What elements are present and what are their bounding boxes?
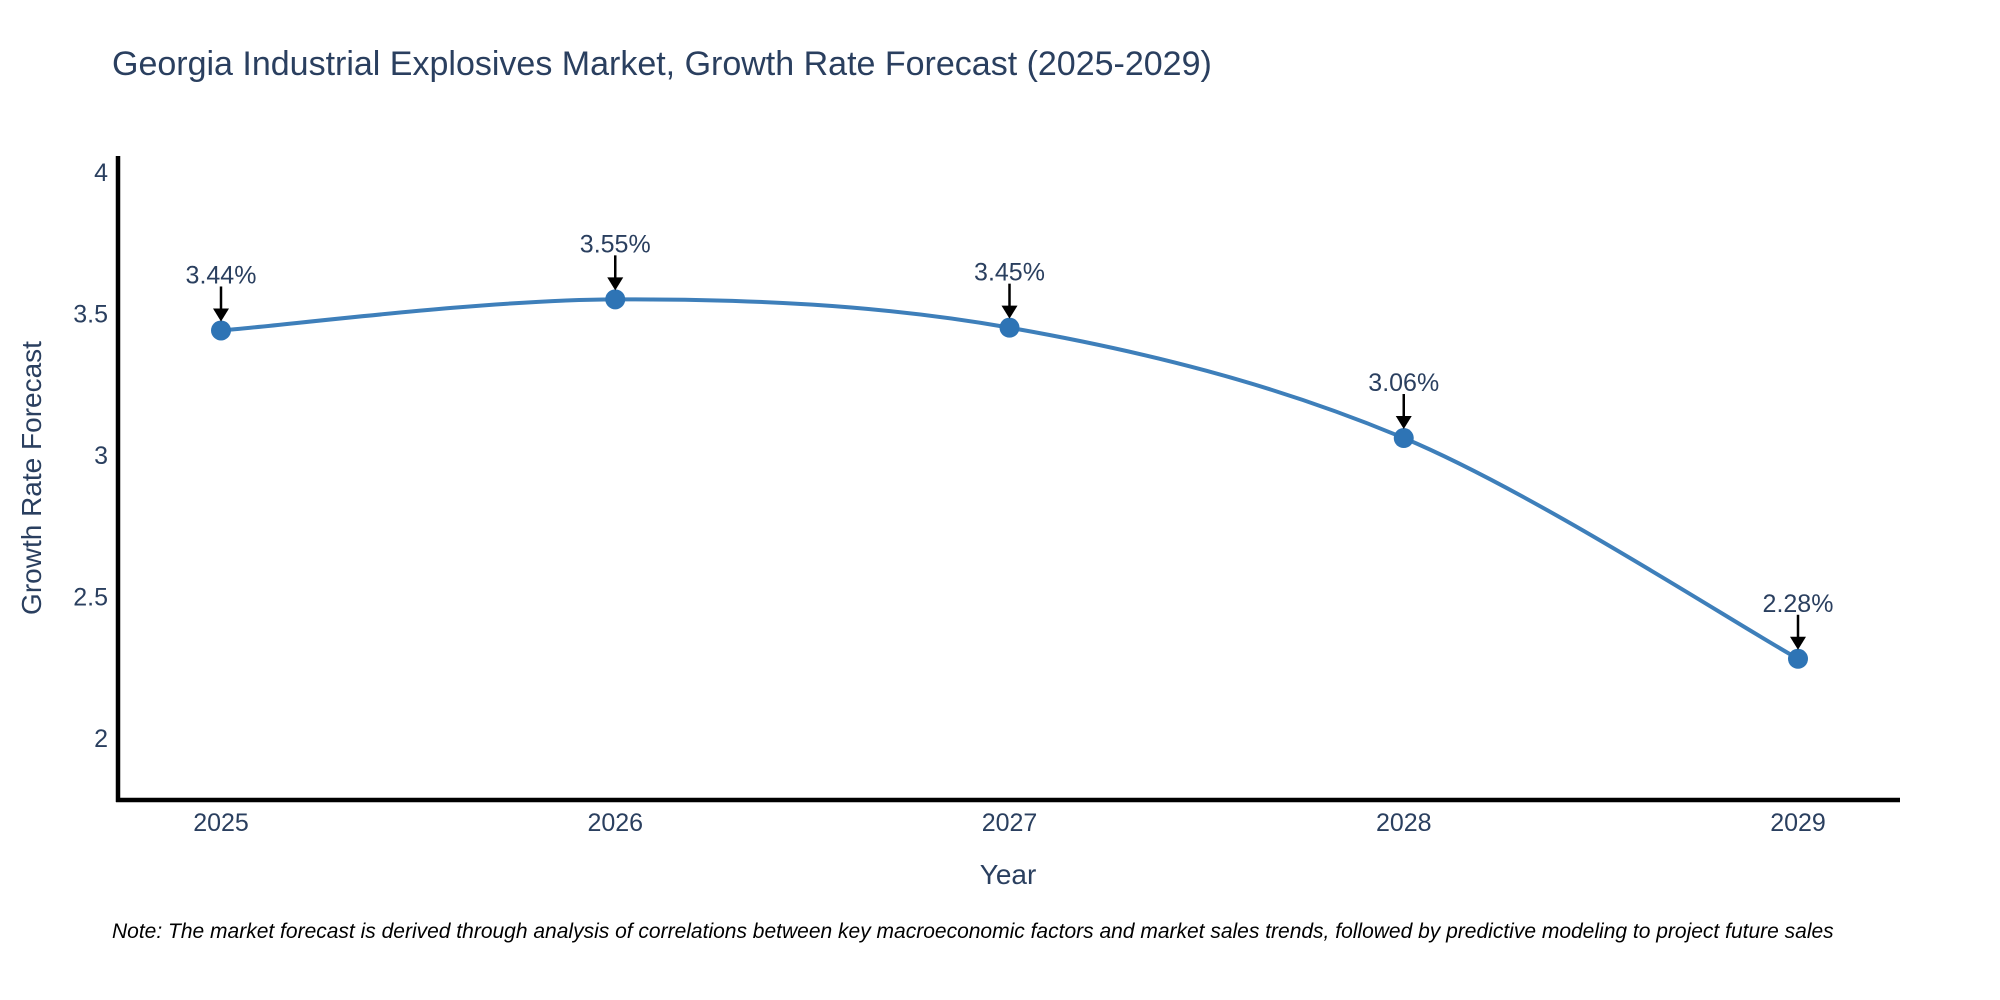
data-point-marker	[211, 320, 231, 341]
chart-title: Georgia Industrial Explosives Market, Gr…	[112, 45, 1212, 83]
y-tick-label: 3.5	[73, 301, 108, 329]
x-tick-label: 2029	[1770, 809, 1826, 837]
annotation-arrow-head	[607, 277, 624, 291]
y-axis-title: Growth Rate Forecast	[16, 341, 47, 615]
footnote: Note: The market forecast is derived thr…	[112, 920, 1834, 943]
x-tick-label: 2025	[193, 809, 249, 837]
y-tick-label: 2.5	[73, 584, 108, 612]
annotation-arrow-head	[1395, 416, 1412, 430]
data-point-label: 2.28%	[1763, 590, 1834, 618]
x-tick-label: 2026	[587, 809, 643, 837]
annotation-arrow-head	[1790, 636, 1806, 650]
forecast-line	[219, 297, 1800, 661]
x-axis-title: Year	[979, 859, 1037, 890]
data-point-marker	[1788, 648, 1808, 669]
data-point-label: 3.45%	[974, 259, 1045, 287]
data-point-marker	[605, 289, 626, 310]
x-tick-label: 2028	[1376, 809, 1432, 837]
annotation-arrow-head	[1001, 305, 1018, 319]
data-point-label: 3.06%	[1368, 369, 1439, 397]
annotation-arrow-head	[213, 308, 229, 322]
data-point-marker	[1393, 428, 1414, 449]
y-tick-label: 2	[94, 725, 108, 753]
x-tick-label: 2027	[982, 809, 1038, 837]
data-point-label: 3.55%	[580, 230, 651, 258]
data-point-label: 3.44%	[186, 261, 257, 289]
y-tick-label: 3	[94, 442, 108, 470]
data-point-marker	[999, 317, 1020, 338]
y-tick-label: 4	[94, 159, 108, 187]
